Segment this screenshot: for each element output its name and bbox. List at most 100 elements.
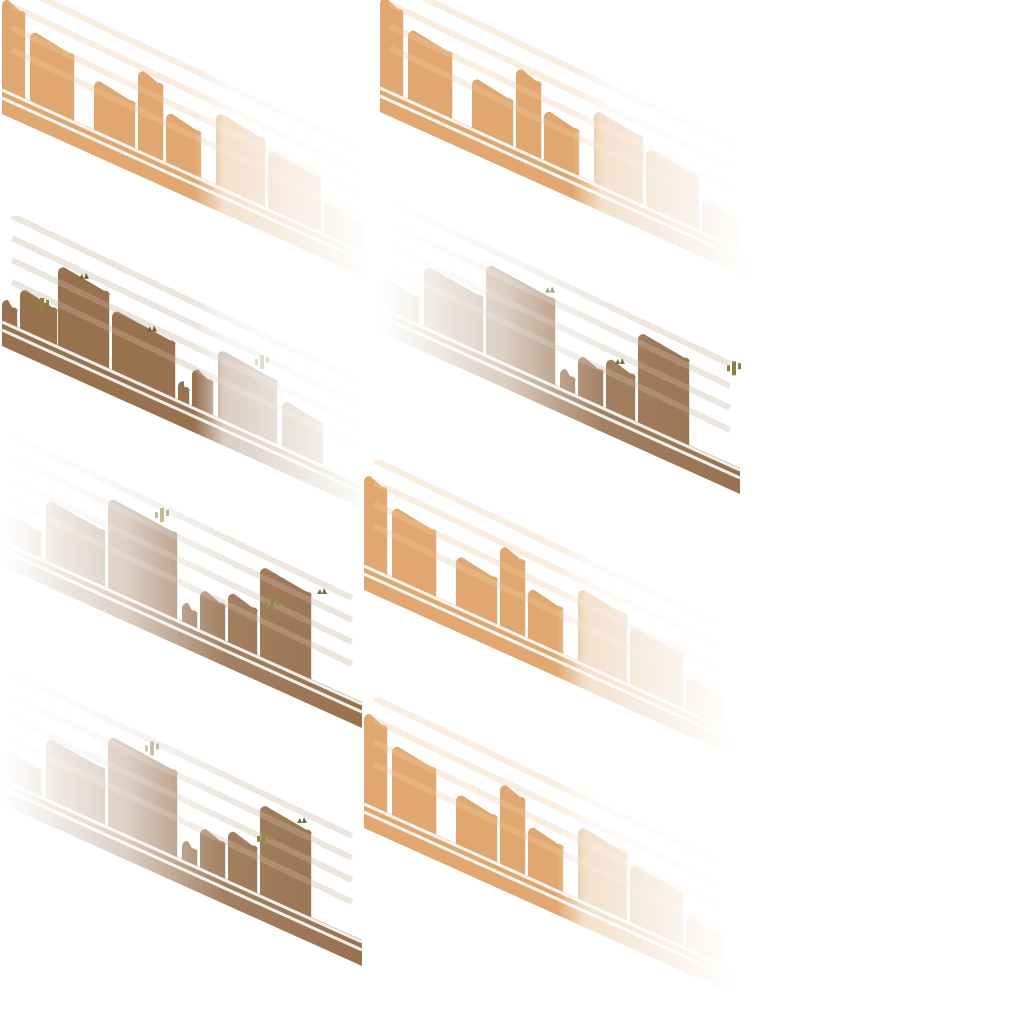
light-streak bbox=[388, 23, 742, 196]
ground-stripe bbox=[363, 802, 735, 972]
ground-stripe bbox=[1, 328, 373, 498]
mesa-block bbox=[228, 593, 258, 658]
light-streak bbox=[10, 737, 354, 905]
ground-band bbox=[2, 540, 362, 728]
cactus-icon bbox=[155, 508, 169, 522]
mesa-block bbox=[392, 746, 437, 837]
ground-stripe bbox=[363, 810, 735, 980]
light-streak bbox=[372, 523, 726, 696]
ground-band bbox=[2, 778, 362, 966]
ground-stripe bbox=[1, 88, 373, 258]
mesa-block bbox=[216, 114, 266, 209]
mesa-block bbox=[630, 627, 684, 710]
mesa-block bbox=[456, 795, 498, 865]
mesa-block bbox=[528, 589, 564, 656]
cactus-icon bbox=[35, 298, 49, 312]
ground-stripe bbox=[1, 786, 363, 952]
mesa-block bbox=[138, 71, 164, 163]
mesa-block bbox=[646, 149, 700, 232]
grass-tuft-icon bbox=[317, 588, 327, 594]
cactus-icon bbox=[255, 355, 269, 369]
mesa-block bbox=[268, 151, 322, 234]
mesa-block bbox=[380, 278, 420, 326]
mesa-block bbox=[94, 81, 136, 151]
mesa-block bbox=[686, 678, 726, 729]
sand-mesa-strip bbox=[363, 695, 735, 995]
ground-stripe bbox=[1, 320, 373, 490]
light-streak bbox=[372, 761, 726, 934]
ground-stripe bbox=[363, 564, 735, 734]
mesa-block bbox=[30, 32, 75, 123]
mesa-block bbox=[606, 359, 636, 424]
mesa-block bbox=[380, 0, 404, 99]
light-streak bbox=[388, 1, 742, 174]
light-streak bbox=[372, 739, 726, 912]
mesa-block bbox=[2, 0, 26, 101]
rock-mesa-strip bbox=[1, 671, 363, 966]
mesa-block bbox=[594, 112, 644, 207]
grass-tuft-icon bbox=[79, 272, 89, 279]
ground-band bbox=[2, 320, 372, 513]
light-streak bbox=[10, 715, 354, 883]
sand-mesa-strip bbox=[379, 0, 751, 279]
ground-stripe bbox=[1, 96, 373, 266]
light-streak bbox=[10, 3, 364, 176]
rock-mesa-strip bbox=[1, 433, 363, 728]
mesa-block bbox=[2, 750, 42, 798]
light-streak bbox=[388, 243, 732, 411]
mesa-block bbox=[178, 381, 190, 407]
light-streak bbox=[388, 265, 732, 433]
mesa-block bbox=[166, 113, 202, 180]
light-streak bbox=[10, 477, 354, 645]
mesa-block bbox=[486, 265, 556, 388]
light-streak bbox=[10, 693, 354, 861]
grass-tuft-icon bbox=[545, 286, 555, 293]
ground-stripe bbox=[379, 94, 751, 264]
light-streak bbox=[372, 501, 726, 674]
ground-band bbox=[2, 88, 372, 281]
ground-band bbox=[364, 564, 734, 757]
light-streak bbox=[420, 0, 742, 152]
light-streak bbox=[372, 717, 726, 890]
light-streak bbox=[10, 455, 354, 623]
ground-stripe bbox=[1, 540, 363, 706]
light-streak bbox=[10, 671, 354, 839]
ground-stripe bbox=[1, 778, 363, 944]
mesa-block bbox=[456, 557, 498, 627]
light-streak bbox=[38, 0, 364, 154]
light-streak bbox=[10, 235, 364, 408]
mesa-block bbox=[108, 499, 178, 622]
mesa-block bbox=[200, 829, 226, 881]
light-streak bbox=[372, 695, 726, 868]
ground-band bbox=[364, 802, 734, 995]
mesa-block bbox=[192, 369, 214, 418]
mesa-block bbox=[260, 806, 312, 920]
ground-stripe bbox=[379, 86, 751, 256]
mesa-block bbox=[364, 714, 388, 815]
rock-mesa-strip bbox=[1, 213, 373, 513]
mesa-block bbox=[702, 200, 742, 251]
mesa-block bbox=[58, 267, 110, 371]
mesa-block bbox=[528, 827, 564, 894]
light-streak bbox=[10, 279, 364, 452]
ground-band bbox=[380, 86, 750, 279]
light-streak bbox=[388, 45, 742, 218]
mesa-block bbox=[260, 568, 312, 682]
mesa-block bbox=[392, 508, 437, 599]
rock-mesa-strip bbox=[379, 199, 741, 494]
light-streak bbox=[388, 199, 732, 367]
sand-mesa-strip bbox=[363, 457, 735, 757]
mesa-block bbox=[578, 357, 604, 409]
cactus-icon bbox=[257, 831, 271, 846]
ground-band bbox=[380, 306, 740, 494]
mesa-block bbox=[364, 476, 388, 577]
mesa-block bbox=[324, 202, 364, 253]
light-streak bbox=[372, 457, 726, 630]
ground-stripe bbox=[379, 314, 741, 480]
mesa-block bbox=[228, 831, 258, 896]
mesa-block bbox=[578, 828, 628, 923]
cactus-icon bbox=[265, 597, 279, 612]
light-streak bbox=[10, 499, 354, 667]
mesa-block bbox=[638, 334, 690, 448]
